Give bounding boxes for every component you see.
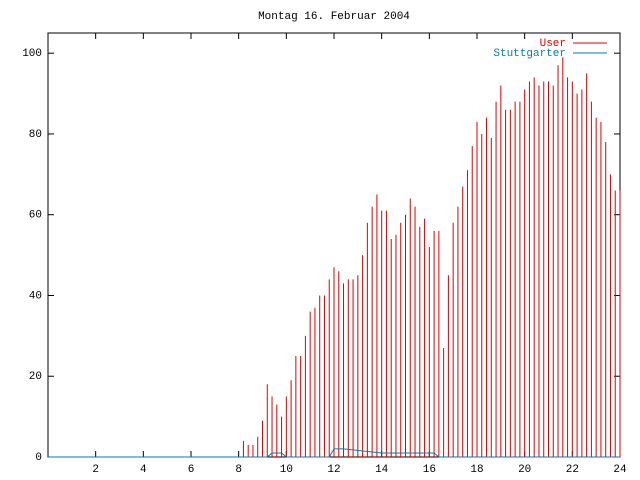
y-tick-label: 80 (29, 129, 42, 141)
x-tick-label: 10 (280, 464, 293, 476)
legend-label: Stuttgarter (493, 48, 566, 60)
x-tick-label: 18 (470, 464, 483, 476)
legend-label: User (540, 38, 566, 50)
x-tick-label: 24 (613, 464, 627, 476)
x-tick-label: 12 (327, 464, 340, 476)
x-tick-label: 22 (566, 464, 579, 476)
y-tick-label: 40 (29, 290, 42, 302)
chart-title: Montag 16. Februar 2004 (258, 11, 410, 23)
x-tick-label: 14 (375, 464, 389, 476)
y-tick-label: 60 (29, 210, 42, 222)
x-tick-label: 2 (92, 464, 99, 476)
x-tick-label: 16 (423, 464, 436, 476)
series-line (48, 448, 620, 458)
y-tick-label: 20 (29, 371, 42, 383)
x-tick-label: 4 (140, 464, 147, 476)
y-tick-label: 100 (22, 48, 42, 60)
x-tick-label: 6 (188, 464, 195, 476)
x-tick-label: 8 (235, 464, 242, 476)
y-tick-label: 0 (35, 452, 42, 464)
x-tick-label: 20 (518, 464, 531, 476)
